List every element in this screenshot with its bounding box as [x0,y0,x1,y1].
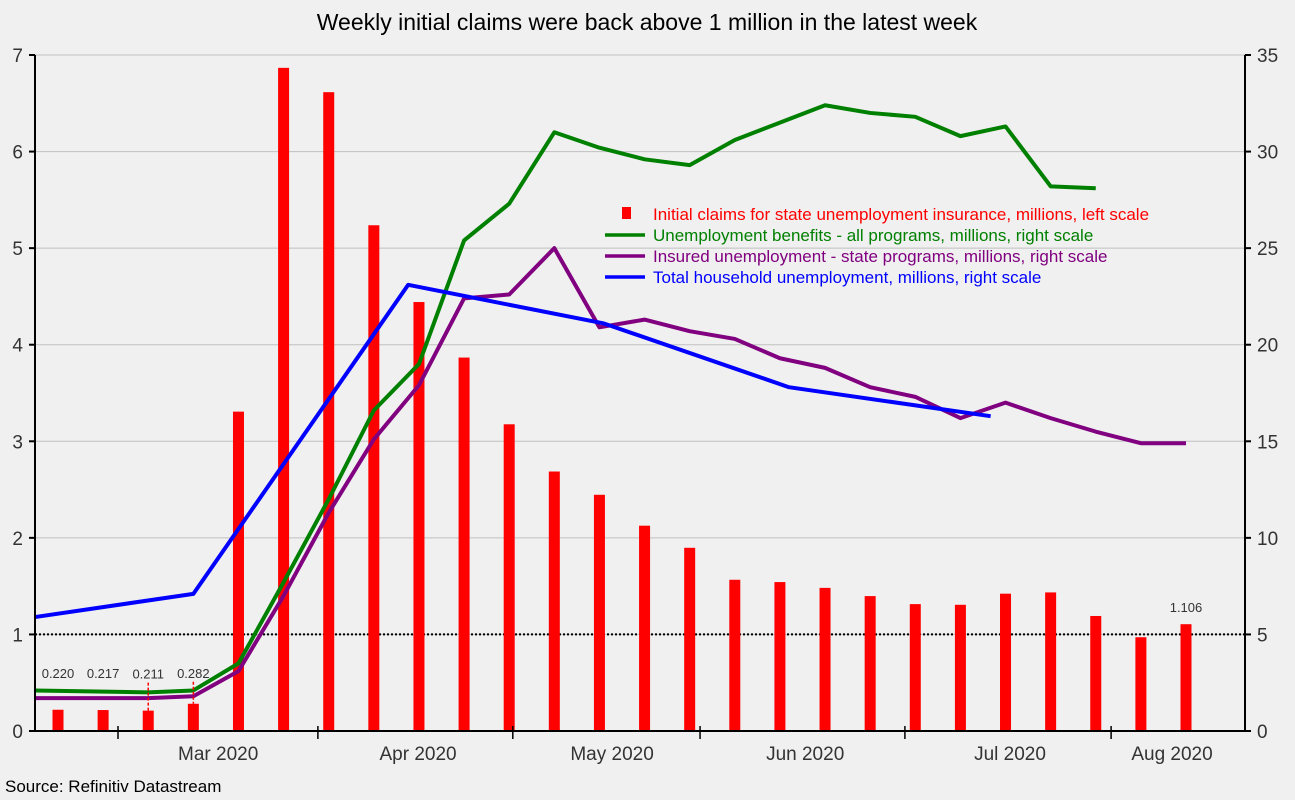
bar [278,67,290,732]
bar [909,604,921,731]
right-tick-label: 20 [1257,336,1278,357]
right-tick-label: 5 [1257,625,1268,646]
source-note: Source: Refinitiv Datastream [5,777,221,796]
right-tick-label: 0 [1257,722,1268,743]
bar [1180,624,1192,731]
left-tick-label: 6 [12,143,23,164]
left-tick-label: 1 [12,625,23,646]
bar [1090,615,1102,731]
bar [503,424,515,731]
bar [1045,592,1057,731]
legend-label: Total household unemployment, millions, … [653,268,1041,287]
bar [1000,593,1012,731]
legend: Initial claims for state unemployment in… [605,205,1149,287]
x-tick-label: Mar 2020 [178,744,258,765]
bar [97,710,109,731]
data-label: 0.217 [87,666,120,681]
data-label: 0.282 [177,666,210,681]
left-tick-label: 2 [12,529,23,550]
legend-label: Unemployment benefits - all programs, mi… [653,226,1093,245]
bar [52,709,64,731]
bar [413,302,425,731]
series-line-2 [34,246,1186,701]
legend-label: Insured unemployment - state programs, m… [653,247,1107,266]
right-tick-label: 10 [1257,529,1278,550]
x-tick-label: May 2020 [570,744,653,765]
right-tick-label: 15 [1257,432,1278,453]
bar [232,411,244,731]
bar [684,547,696,731]
legend-label: Initial claims for state unemployment in… [653,205,1149,224]
series-line-1 [34,103,1096,695]
bar [774,582,786,731]
x-tick-label: Jul 2020 [974,744,1046,765]
bar [954,604,966,731]
bar [548,471,560,731]
bar [819,587,831,731]
series-line-3 [34,282,991,620]
bar [368,225,380,731]
data-label: 0.211 [132,667,164,682]
bar [729,579,741,731]
x-tick-label: Apr 2020 [379,744,456,765]
bar [323,92,335,732]
left-tick-label: 7 [12,46,23,67]
bar [142,710,154,731]
bar [1135,637,1147,731]
bar [639,525,651,731]
bar [864,596,876,731]
x-tick-label: Jun 2020 [766,744,844,765]
left-tick-label: 0 [12,722,23,743]
bar [458,357,470,731]
x-tick-label: Aug 2020 [1131,744,1212,765]
bar [187,703,199,731]
left-tick-label: 3 [12,432,23,453]
bar [593,494,605,731]
left-tick-label: 5 [12,239,23,260]
right-tick-label: 25 [1257,239,1278,260]
data-label: 0.220 [42,666,75,681]
left-tick-label: 4 [12,336,23,357]
data-label: 1.106 [1170,600,1203,615]
chart-title: Weekly initial claims were back above 1 … [317,9,978,35]
right-tick-label: 30 [1257,143,1278,164]
right-tick-label: 35 [1257,46,1278,67]
legend-swatch-bar [622,207,631,219]
